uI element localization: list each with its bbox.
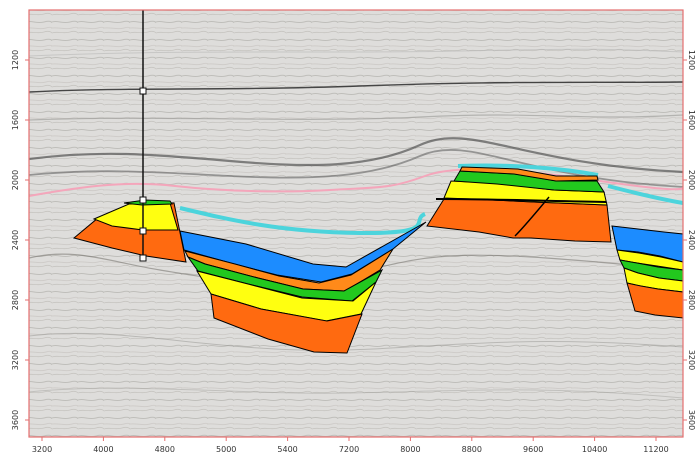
minor-fault-line [514, 196, 550, 237]
x-tick-label: 7200 [339, 445, 359, 454]
right-tick-label: 1200 [687, 50, 696, 70]
interpreted-horizons [28, 163, 684, 236]
left-tick-label: 2800 [11, 290, 20, 310]
x-tick-label: 3200 [32, 445, 52, 454]
x-tick-label: 10400 [582, 445, 607, 454]
right-tick-label: 3200 [687, 350, 696, 370]
well-marker-2 [139, 196, 147, 204]
cyan-horizon-center [457, 163, 599, 177]
right-tick-label: 1600 [687, 110, 696, 130]
center-right-orange-thin [459, 166, 599, 182]
fault-marker-line [435, 198, 607, 203]
left-tick-label: 2400 [11, 230, 20, 250]
well-marker-3 [139, 227, 147, 235]
x-tick-label: 4000 [93, 445, 113, 454]
left-tick-label: 3200 [11, 350, 20, 370]
x-tick-label: 8000 [400, 445, 420, 454]
vertical-well[interactable] [139, 10, 147, 262]
right-tick-label: 3600 [687, 410, 696, 430]
right-tick-label: 2800 [687, 290, 696, 310]
left-tick-label: 1600 [11, 110, 20, 130]
plot-frame [28, 9, 684, 438]
well-marker-4 [139, 254, 147, 262]
cyan-horizon-right [607, 184, 684, 205]
x-tick-label: 5000 [216, 445, 236, 454]
left-tick-label: 1200 [11, 50, 20, 70]
cyan-horizon-left [179, 206, 426, 236]
x-tick-label: 4800 [155, 445, 175, 454]
x-tick-label: 5400 [277, 445, 297, 454]
x-tick-label: 9600 [523, 445, 543, 454]
right-axis: 1200 1600 2000 2400 2800 3200 3600 [683, 50, 696, 430]
left-tick-label: 3600 [11, 410, 20, 430]
right-tick-label: 2000 [687, 170, 696, 190]
right-tick-label: 2400 [687, 230, 696, 250]
x-axis: 3200 4000 4800 5000 5400 7200 8000 8800 9600 1040… [32, 437, 669, 454]
x-tick-label: 11200 [643, 445, 668, 454]
well-marker-1 [139, 87, 147, 95]
pink-horizon [28, 168, 684, 197]
center-orange-body [210, 293, 363, 354]
left-tick-label: 2000 [11, 170, 20, 190]
interpreted-layer-bodies [72, 166, 684, 354]
left-axis: 1200 1600 2000 2400 2800 3200 3600 [11, 50, 29, 430]
x-tick-label: 8800 [462, 445, 482, 454]
